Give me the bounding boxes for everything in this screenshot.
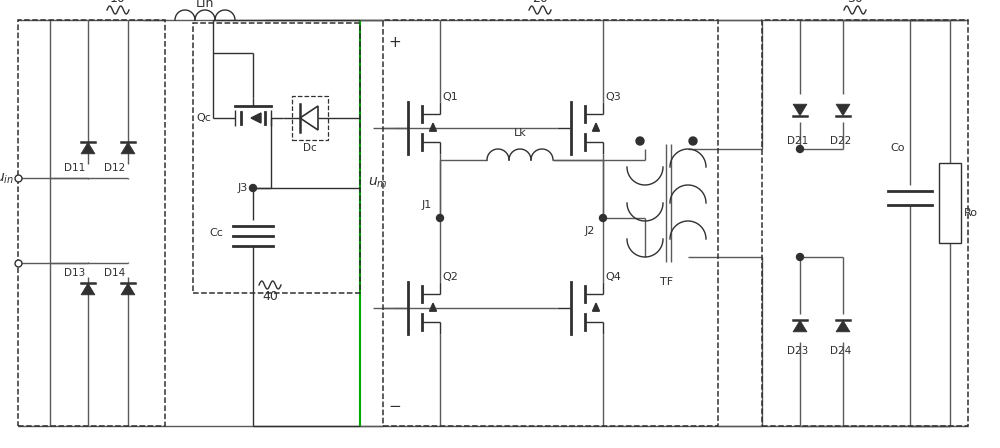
Polygon shape [81,283,95,295]
Polygon shape [430,123,436,131]
Bar [939,163,961,243]
Text: +: + [388,35,401,50]
Text: J1: J1 [422,200,432,210]
Text: D21: D21 [787,136,809,146]
Polygon shape [121,142,135,154]
Polygon shape [793,104,807,116]
Circle shape [689,137,697,145]
Text: Q1: Q1 [442,92,458,102]
Text: D11: D11 [64,163,85,173]
Text: D14: D14 [104,268,125,278]
Text: Q2: Q2 [442,272,458,282]
Text: Qc: Qc [196,113,211,123]
Text: Co: Co [891,143,905,153]
Bar [18,20,165,426]
Text: Lin: Lin [196,0,214,10]
Polygon shape [121,283,135,295]
Circle shape [796,146,804,152]
Polygon shape [836,104,850,116]
Text: D12: D12 [104,163,125,173]
Polygon shape [251,113,261,123]
Text: Lk: Lk [514,128,526,138]
Text: Q4: Q4 [605,272,621,282]
Polygon shape [793,320,807,332]
Text: TF: TF [660,277,673,287]
Text: 20: 20 [532,0,548,5]
Polygon shape [592,303,600,311]
Text: D22: D22 [830,136,852,146]
Bar [762,20,968,426]
Polygon shape [300,106,318,130]
Polygon shape [430,303,436,311]
Text: Q3: Q3 [605,92,621,102]
Circle shape [250,185,256,191]
Text: $u_m$: $u_m$ [368,176,388,190]
Text: −: − [388,399,401,414]
Bar [383,20,718,426]
Bar [193,23,360,293]
Bar [292,96,328,140]
Circle shape [600,215,606,221]
Circle shape [436,215,444,221]
Text: Dc: Dc [303,143,317,153]
Text: Ro: Ro [964,208,978,218]
Text: 40: 40 [262,290,278,303]
Circle shape [636,137,644,145]
Polygon shape [836,320,850,332]
Circle shape [796,254,804,260]
Polygon shape [81,142,95,154]
Text: 10: 10 [110,0,126,5]
Text: J2: J2 [585,226,595,236]
Text: 30: 30 [847,0,863,5]
Text: Cc: Cc [209,228,223,238]
Text: D23: D23 [787,346,809,356]
Text: D24: D24 [830,346,852,356]
Text: J3: J3 [238,183,248,193]
Text: $u_{in}$: $u_{in}$ [0,172,14,186]
Text: D13: D13 [64,268,85,278]
Polygon shape [592,123,600,131]
